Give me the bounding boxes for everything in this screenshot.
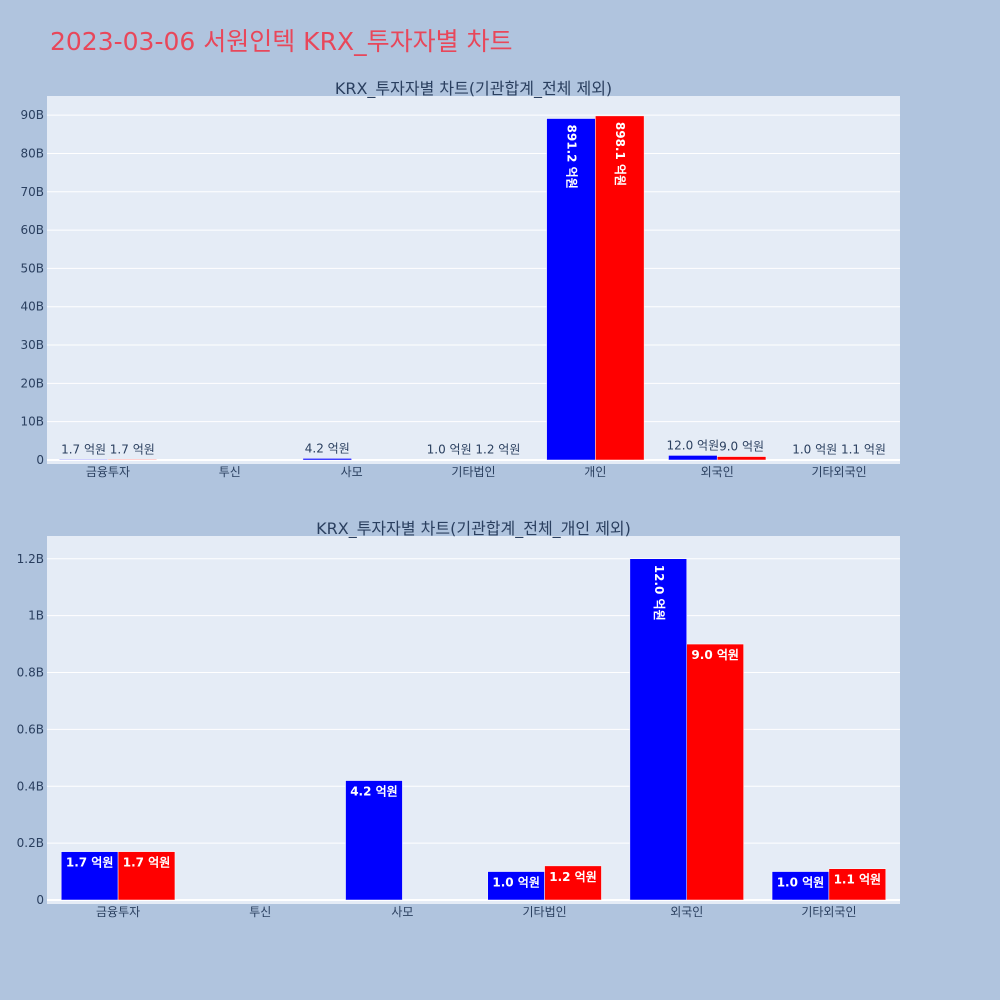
x-tick-label: 사모 [391, 905, 413, 919]
y-tick-label: 0.4B [17, 779, 44, 793]
y-tick-label: 0.8B [17, 666, 44, 680]
x-tick-label: 사모 [341, 465, 363, 479]
data-label: 9.0 억원 [719, 440, 764, 454]
bar [58, 459, 109, 461]
bar [629, 558, 688, 901]
page-title: 2023-03-06 서원인텍 KRX_투자자별 차트 [50, 27, 513, 56]
x-tick-label: 금융투자 [96, 905, 140, 919]
y-tick-label: 0 [36, 893, 44, 907]
y-tick-label: 1B [28, 609, 44, 623]
chart-title: KRX_투자자별 차트(기관합계_전체 제외) [335, 79, 612, 99]
data-label: 1.1 억원 [834, 873, 882, 887]
y-tick-label: 0.2B [17, 836, 44, 850]
plot-area [47, 96, 900, 464]
bar [302, 458, 352, 461]
data-label: 1.1 억원 [841, 443, 886, 457]
data-label: 1.7 억원 [110, 442, 155, 456]
x-tick-label: 개인 [584, 465, 606, 479]
x-tick-label: 외국인 [701, 465, 734, 479]
bar [546, 118, 596, 461]
bar [686, 643, 744, 901]
x-tick-label: 기타외국인 [801, 905, 856, 919]
x-tick-label: 투신 [219, 465, 241, 479]
data-label: 4.2 억원 [350, 785, 398, 799]
data-label: 1.7 억원 [123, 856, 171, 870]
y-tick-label: 70B [20, 185, 44, 199]
x-tick-label: 기타외국인 [811, 465, 866, 479]
x-tick-label: 투신 [249, 905, 271, 919]
bar [487, 871, 545, 901]
y-tick-label: 90B [20, 108, 44, 122]
data-label: 9.0 억원 [691, 648, 739, 662]
chart-title: KRX_투자자별 차트(기관합계_전체_개인 제외) [316, 519, 631, 539]
plot-area [47, 536, 900, 904]
bar [117, 851, 176, 901]
bar [60, 851, 119, 901]
y-tick-label: 20B [20, 376, 44, 390]
chart-investor-excl-individual: KRX_투자자별 차트(기관합계_전체_개인 제외) 0 0.2B 0.4B 0.6B 0… [17, 519, 900, 919]
y-tick-label: 80B [20, 146, 44, 160]
bar [668, 455, 718, 461]
data-label: 1.0 억원 [777, 876, 825, 890]
data-label: 1.2 억원 [475, 443, 520, 457]
x-tick-label: 기타법인 [451, 465, 495, 479]
data-label: 1.0 억원 [492, 876, 540, 890]
data-label: 891.2 억원 [564, 125, 578, 189]
y-tick-label: 1.2B [17, 552, 44, 566]
data-label: 12.0 억원 [667, 438, 720, 452]
data-label: 1.7 억원 [61, 442, 106, 456]
y-tick-label: 50B [20, 261, 44, 275]
x-tick-label: 금융투자 [86, 465, 130, 479]
bar [544, 865, 602, 901]
y-tick-label: 40B [20, 300, 44, 314]
x-tick-label: 외국인 [670, 905, 703, 919]
bar [716, 456, 767, 461]
bar [345, 780, 403, 901]
data-label: 898.1 억원 [613, 122, 627, 186]
y-tick-label: 60B [20, 223, 44, 237]
bar [107, 459, 157, 461]
y-tick-label: 30B [20, 338, 44, 352]
data-label: 12.0 억원 [652, 565, 666, 621]
bar [771, 871, 830, 901]
y-tick-label: 10B [20, 415, 44, 429]
data-label: 1.0 억원 [427, 443, 472, 457]
y-tick-label: 0.6B [17, 722, 44, 736]
bar [828, 868, 887, 901]
data-label: 1.7 억원 [66, 856, 114, 870]
y-tick-label: 0 [36, 453, 44, 467]
x-tick-label: 기타법인 [522, 905, 566, 919]
data-label: 1.2 억원 [549, 870, 597, 884]
bar [595, 115, 645, 461]
data-label: 4.2 억원 [305, 441, 350, 455]
chart-investor-all: KRX_투자자별 차트(기관합계_전체 제외) 0 10B 20B 30B 40B 50B 6… [20, 79, 900, 479]
data-label: 1.0 억원 [792, 443, 837, 457]
